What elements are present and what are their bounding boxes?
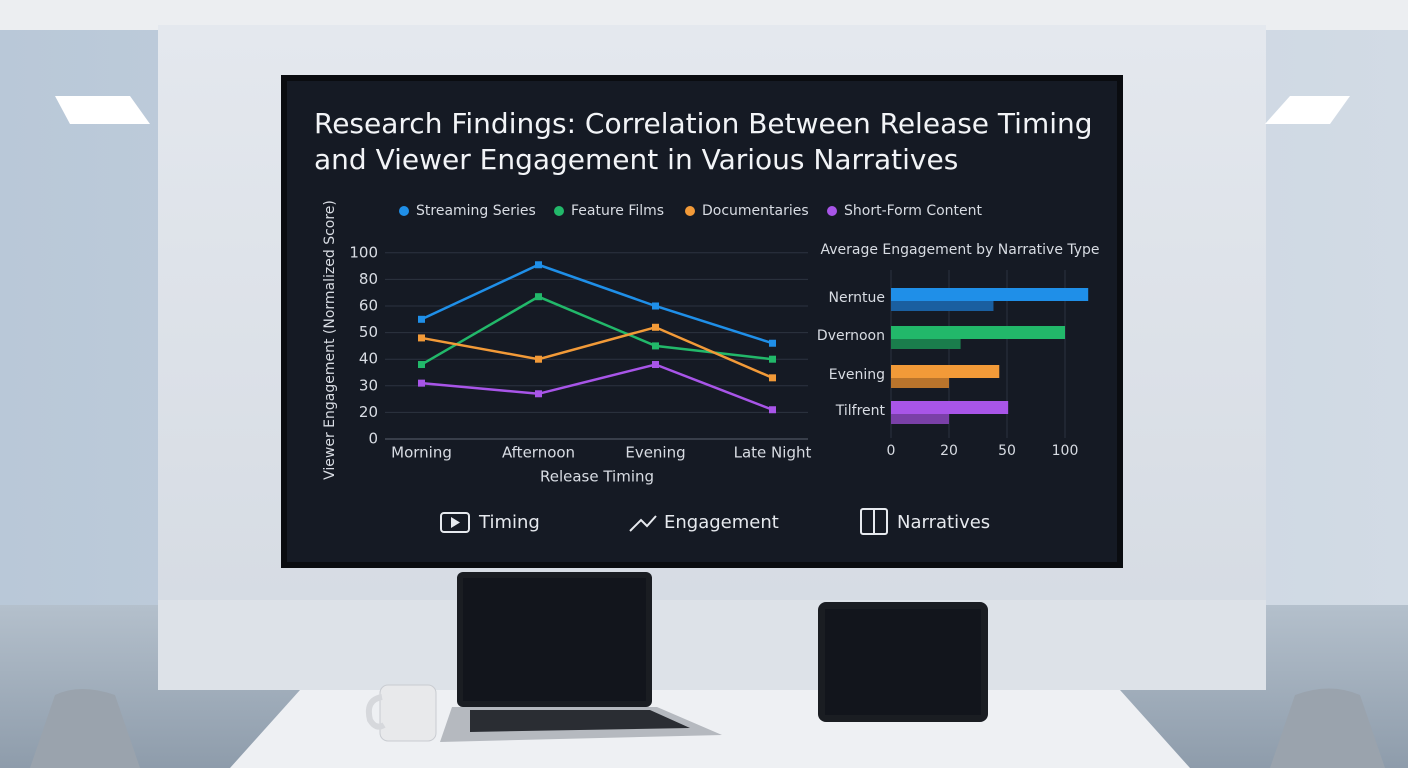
icon-trend: [629, 515, 657, 532]
x-tick-label: Afternoon: [502, 444, 575, 462]
icon-book: [860, 508, 888, 535]
legend-swatch: [399, 206, 409, 216]
bar: [891, 301, 994, 311]
x-tick-label: Evening: [625, 444, 685, 462]
icon-play: [440, 512, 470, 533]
title-box: Research Findings: Correlation Between R…: [314, 107, 1093, 176]
bar: [891, 414, 949, 424]
legend-label: Streaming Series: [416, 203, 536, 219]
ceiling-light: [55, 96, 150, 124]
series-line: [421, 363, 773, 411]
bar: [891, 326, 1065, 339]
y-tick-label: 40: [359, 350, 378, 368]
y-tick-label: 50: [359, 323, 378, 341]
y-tick-label: Evening: [829, 367, 885, 383]
data-point: [535, 355, 542, 363]
y-axis-label: Viewer Engagement (Normalized Score): [322, 200, 338, 480]
y-tick-label: 80: [359, 270, 378, 288]
data-point: [418, 379, 425, 387]
data-point: [652, 323, 659, 331]
data-point: [535, 293, 542, 301]
x-tick-label: 50: [998, 443, 1016, 459]
data-point: [418, 334, 425, 342]
data-point: [418, 361, 425, 369]
bar: [891, 378, 949, 388]
footer-label: Engagement: [664, 512, 779, 533]
x-tick-label: Late Night: [734, 444, 812, 462]
chart-subtitle: Average Engagement by Narrative Type: [820, 242, 1099, 258]
x-tick-label: 20: [940, 443, 958, 459]
bar: [891, 339, 961, 349]
legend-label: Feature Films: [571, 203, 664, 219]
laptop-keyboard: [470, 710, 690, 732]
data-point: [652, 361, 659, 369]
data-point: [769, 339, 776, 347]
y-tick-label: 60: [359, 297, 378, 315]
series-line: [420, 263, 773, 345]
footer-label: Narratives: [897, 512, 990, 533]
y-tick-label: 0: [368, 430, 378, 448]
x-tick-label: 0: [887, 443, 896, 459]
legend-swatch: [827, 206, 837, 216]
y-tick-label: Tilfrent: [835, 403, 886, 419]
chart-title: Research Findings: Correlation Between R…: [314, 107, 1093, 176]
bar: [891, 401, 1009, 414]
chair: [30, 689, 140, 768]
footer-label: Timing: [478, 512, 540, 533]
legend-swatch: [554, 206, 564, 216]
x-tick-label: Morning: [391, 444, 452, 462]
x-axis-label: Release Timing: [540, 468, 654, 486]
data-point: [652, 342, 659, 350]
bar: [891, 288, 1089, 301]
y-tick-label: 100: [349, 243, 378, 261]
data-point: [769, 374, 776, 382]
footer: Timing Engagement Narratives: [440, 508, 990, 535]
laptop-display: [463, 578, 646, 701]
legend-swatch: [685, 206, 695, 216]
data-point: [418, 315, 425, 323]
y-tick-label: 30: [359, 376, 378, 394]
series-line: [421, 325, 773, 379]
legend-label: Documentaries: [702, 203, 809, 219]
data-point: [535, 261, 542, 269]
legend-label: Short-Form Content: [844, 203, 983, 219]
ceiling-light: [1265, 96, 1350, 124]
tablet-display: [825, 609, 981, 715]
bar: [891, 365, 1000, 378]
data-point: [769, 355, 776, 363]
y-tick-label: Nerntue: [829, 290, 885, 306]
mug: [379, 684, 437, 742]
mug-handle: [365, 694, 386, 730]
y-tick-label: Dvernoon: [817, 328, 885, 344]
data-point: [652, 302, 659, 310]
data-point: [769, 406, 776, 414]
icon-play: [451, 517, 460, 528]
data-point: [535, 390, 542, 398]
x-tick-label: 100: [1052, 443, 1079, 459]
chair: [1270, 688, 1385, 768]
wall-base: [158, 600, 1266, 690]
y-tick-label: 20: [359, 403, 378, 421]
